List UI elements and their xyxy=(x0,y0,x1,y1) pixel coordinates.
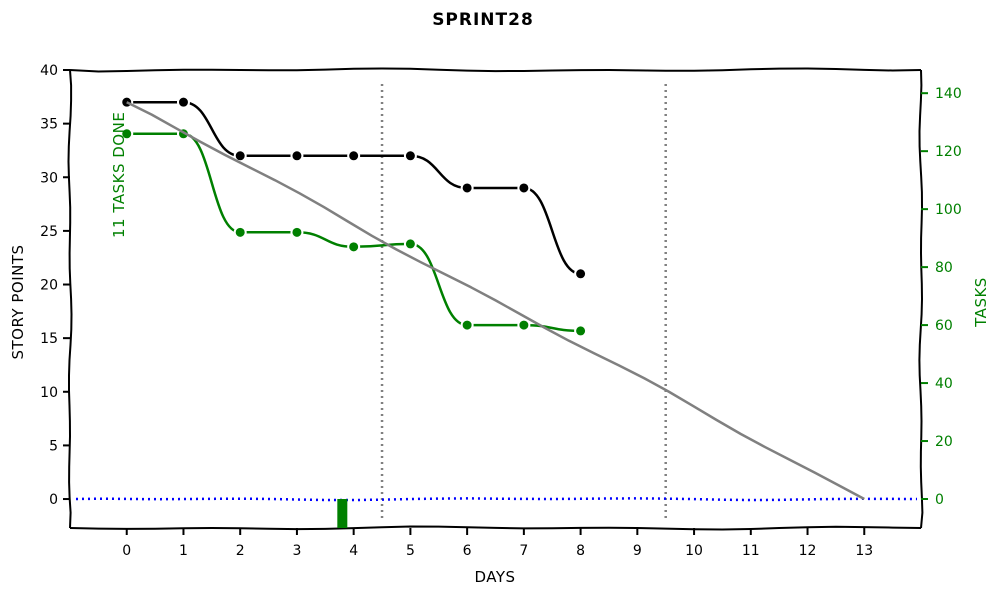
y2-tick-label: 100 xyxy=(935,202,962,218)
axes-layer: 0 1 2 3 4 5 6 7 8 9 10 11 12 130510152025303540020406… xyxy=(40,63,962,559)
y-tick-label: 0 xyxy=(49,492,58,508)
x-tick-label: 12 xyxy=(799,543,817,559)
y-tick-label: 40 xyxy=(40,63,58,79)
sprint-boundary-lines xyxy=(380,84,667,522)
series-point xyxy=(517,318,531,332)
series-layer xyxy=(75,95,918,528)
y-tick-label: 25 xyxy=(40,224,58,240)
series-point xyxy=(460,318,474,332)
x-axis-label: DAYS xyxy=(474,568,515,586)
zero-line xyxy=(75,497,918,502)
series-point xyxy=(574,324,588,338)
y2-tick-label: 120 xyxy=(935,144,962,160)
series-point xyxy=(176,95,190,109)
y-tick-label: 10 xyxy=(40,385,58,401)
series-point xyxy=(517,181,531,195)
x-tick-label: 7 xyxy=(519,543,528,559)
series-point xyxy=(347,240,361,254)
series-point xyxy=(460,181,474,195)
y-tick-label: 15 xyxy=(40,331,58,347)
series-point xyxy=(290,149,304,163)
series-point xyxy=(120,127,134,141)
x-tick-label: 10 xyxy=(685,543,703,559)
y-axis-label: STORY POINTS xyxy=(9,244,27,359)
y-tick-label: 20 xyxy=(40,278,58,294)
series-line xyxy=(126,132,581,333)
y2-tick-label: 20 xyxy=(935,434,953,450)
x-tick-label: 11 xyxy=(742,543,760,559)
y2-tick-label: 140 xyxy=(935,86,962,102)
x-tick-label: 9 xyxy=(633,543,642,559)
series-point xyxy=(574,267,588,281)
y2-tick-label: 60 xyxy=(935,318,953,334)
y-tick-label: 35 xyxy=(40,117,58,133)
x-tick-label: 8 xyxy=(576,543,585,559)
plot-frame-left xyxy=(67,69,73,529)
bar xyxy=(337,499,348,528)
y2-tick-label: 0 xyxy=(935,492,944,508)
series-point xyxy=(403,237,417,251)
plot-frame-right xyxy=(918,69,924,529)
series-point xyxy=(403,149,417,163)
x-tick-label: 13 xyxy=(855,543,873,559)
x-tick-label: 0 xyxy=(122,543,131,559)
tasks-done-annotation: 11 TASKS DONE xyxy=(110,112,128,238)
y-tick-label: 30 xyxy=(40,170,58,186)
series-point xyxy=(233,225,247,239)
series-point xyxy=(290,225,304,239)
x-tick-label: 3 xyxy=(292,543,301,559)
plot-frame xyxy=(67,67,924,531)
y2-axis-label: TASKS xyxy=(972,277,990,328)
series-line xyxy=(126,101,865,501)
x-tick-label: 4 xyxy=(349,543,358,559)
y-tick-label: 5 xyxy=(49,438,58,454)
series-point xyxy=(347,149,361,163)
y2-tick-label: 40 xyxy=(935,376,953,392)
plot-frame-top xyxy=(69,67,922,73)
x-tick-label: 2 xyxy=(236,543,245,559)
x-tick-label: 1 xyxy=(179,543,188,559)
y2-tick-label: 80 xyxy=(935,260,953,276)
plot-frame-bottom xyxy=(69,525,922,531)
x-tick-label: 6 xyxy=(463,543,472,559)
x-tick-label: 5 xyxy=(406,543,415,559)
chart-title: SPRINT28 xyxy=(432,10,534,30)
